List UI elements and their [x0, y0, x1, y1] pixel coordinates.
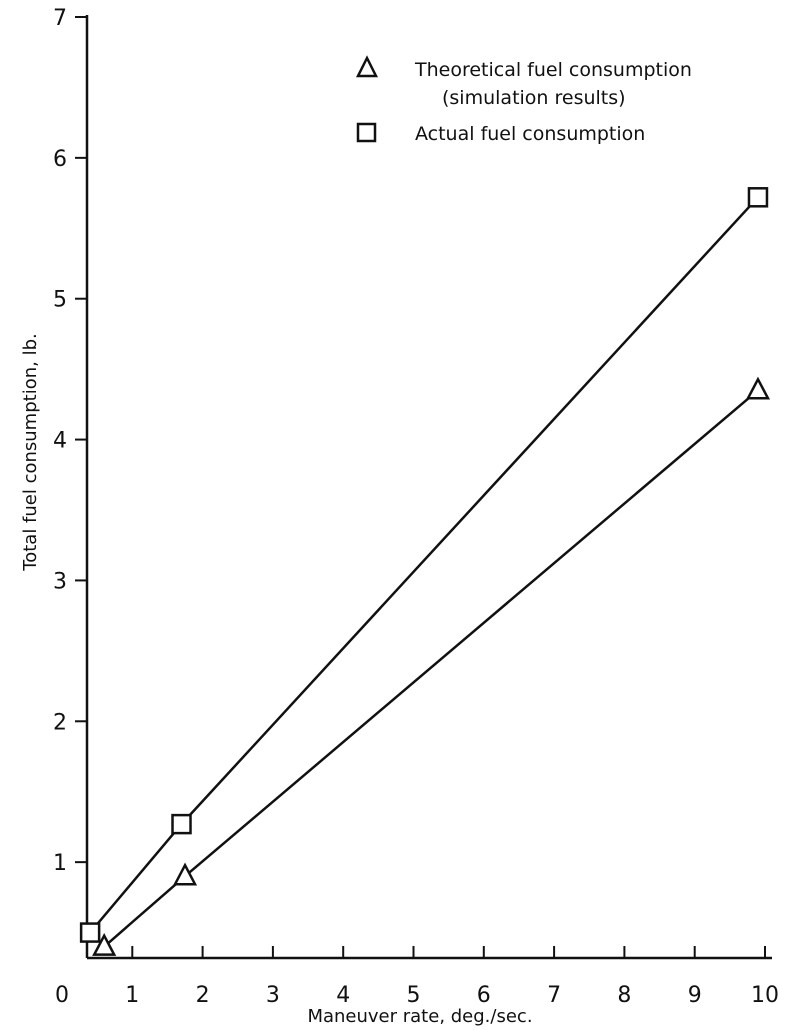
tick-labels: 0 1 2 3 4 5 6 7 8 9 10 1 2 3 4 5 6 7 [53, 6, 779, 1008]
point-triangle-0 [92, 932, 117, 956]
y-tick-label-4: 5 [53, 288, 67, 313]
legend-triangle-marker [355, 55, 379, 78]
point-square-2 [747, 187, 769, 208]
y-tick-label-3: 4 [53, 429, 67, 454]
legend: Theoretical fuel consumption (simulation… [355, 55, 692, 145]
x-tick-label-6: 6 [477, 983, 491, 1008]
point-triangle-1 [172, 862, 198, 886]
axes [85, 15, 772, 960]
x-tick-label-2: 2 [196, 983, 210, 1008]
x-tick-label-7: 7 [547, 983, 561, 1008]
x-tick-label-0: 0 [55, 983, 69, 1008]
legend-square-marker [356, 122, 377, 143]
x-tick-label-10: 10 [751, 983, 779, 1008]
x-tick-label-1: 1 [125, 983, 139, 1008]
series-line-triangle [103, 389, 759, 948]
point-square-1 [171, 813, 192, 835]
x-axis-title: Maneuver rate, deg./sec. [307, 1006, 532, 1027]
y-tick-label-1: 2 [53, 710, 67, 735]
legend-label-actual: Actual fuel consumption [415, 123, 645, 145]
y-axis-title: Total fuel consumption, lb. [20, 333, 41, 571]
point-triangle-2 [745, 376, 771, 400]
legend-label-theoretical-line1: Theoretical fuel consumption [414, 59, 692, 81]
legend-label-theoretical-line2: (simulation results) [442, 87, 626, 109]
x-tick-label-5: 5 [407, 983, 421, 1008]
y-tick-label-5: 6 [53, 147, 67, 172]
y-tick-label-2: 3 [53, 569, 67, 594]
x-tick-label-9: 9 [688, 983, 702, 1008]
y-tick-label-0: 1 [53, 851, 67, 876]
markers [79, 187, 771, 956]
x-tick-label-8: 8 [617, 983, 631, 1008]
x-tick-label-3: 3 [266, 983, 280, 1008]
x-tick-label-4: 4 [336, 983, 350, 1008]
point-square-0 [79, 922, 101, 943]
y-tick-label-6: 7 [53, 6, 67, 31]
ticks [75, 16, 766, 958]
